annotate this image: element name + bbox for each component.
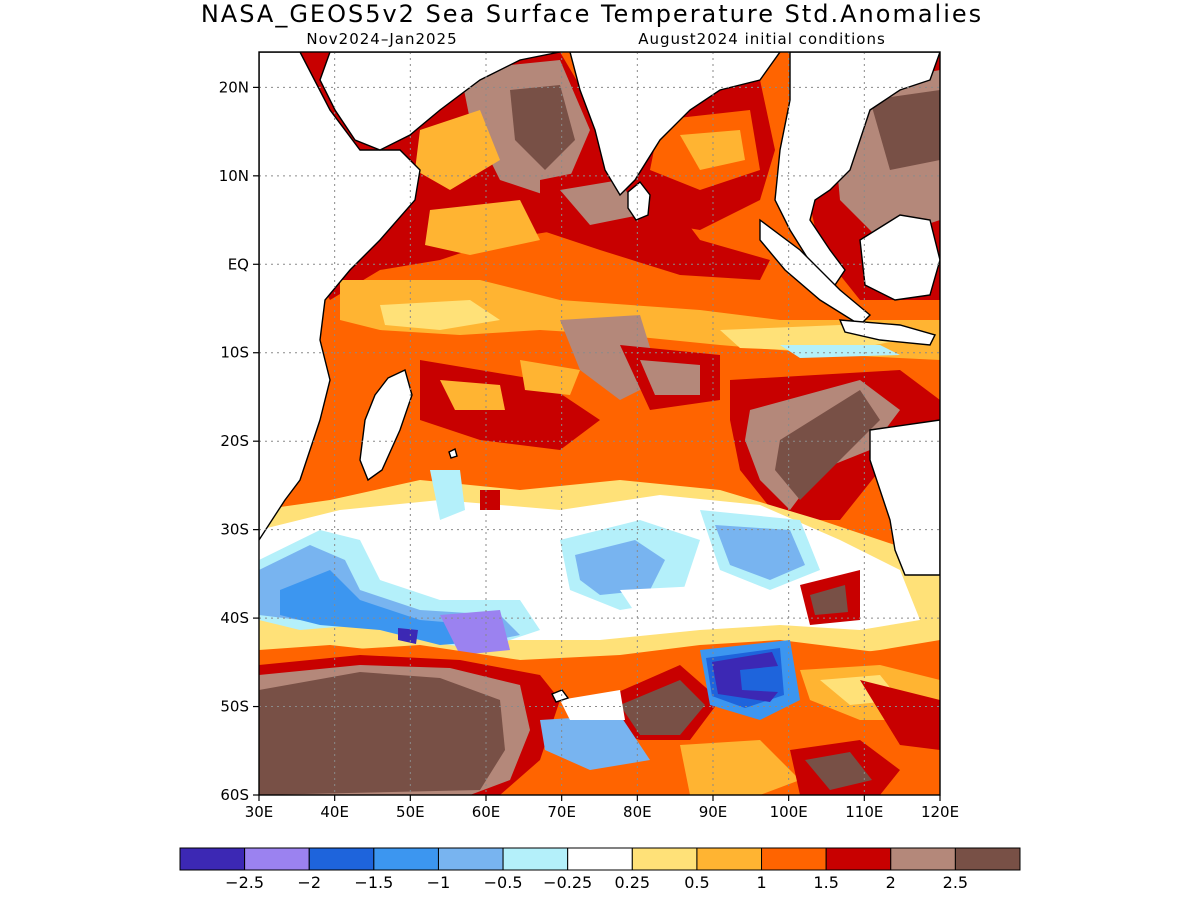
colorbar-label: 0.5 [684,873,709,892]
colorbar-swatch [502,847,569,871]
y-tick-label: 20S [220,432,249,450]
colorbar: −2.5 −2 −1.5 −1 −0.5 −0.25 0.25 0.5 1 1.5 2 2.5 [179,847,1021,892]
colorbar-label: −0.5 [484,873,523,892]
y-tick-label: 30S [220,521,249,539]
central-south-anomalies [420,360,940,520]
colorbar-swatch [696,847,763,871]
madagascar-land [359,369,413,482]
colorbar-label: −2.5 [225,873,264,892]
arabia-land [319,52,561,151]
sri-lanka-land [627,180,651,221]
colorbar-swatch [308,847,375,871]
y-tick-label: 50S [220,698,249,716]
colorbar-swatch [761,847,827,871]
init-conditions-label: August2024 initial conditions [638,30,886,48]
subtropical-belt [259,470,940,660]
colorbar-swatch [244,847,310,871]
graticule [259,52,940,795]
colorbar-swatch [437,847,504,871]
borneo-land [859,214,940,301]
kerguelen-island [551,689,570,703]
season-label: Nov2024–Jan2025 [306,30,457,48]
y-tick-label: EQ [228,255,249,273]
map-title: NASA_GEOS5v2 Sea Surface Temperature Std… [201,0,983,28]
equatorial-anomalies [340,280,940,410]
colorbar-swatch [954,847,1021,871]
colorbar-swatch [567,847,633,871]
colorbar-swatch [825,847,892,871]
colorbar-swatch [179,847,246,871]
colorbar-label: −1.5 [354,873,393,892]
x-tick-label: 50E [396,803,425,821]
longitude-axis: 30E 40E 50E 60E 70E 80E 90E 100E 110E 120E [245,795,959,821]
x-tick-label: 100E [770,803,808,821]
mascarene-islands [448,447,458,459]
colorbar-label: 1 [756,873,766,892]
australia-land [869,419,940,576]
colorbar-label: −1 [427,873,451,892]
colorbar-label: −0.25 [543,873,592,892]
y-tick-label: 40S [220,609,249,627]
colorbar-label: −2 [297,873,321,892]
y-tick-label: 10N [219,167,249,185]
latitude-axis: 20N 10N EQ 10S 20S 30S 40S 50S 60S [219,78,259,804]
x-tick-label: 30E [245,803,274,821]
africa-land [259,52,421,542]
colorbar-swatch [631,847,698,871]
java-land [838,319,937,346]
colorbar-label: 2.5 [943,873,968,892]
x-tick-label: 90E [699,803,728,821]
colorbar-swatch [890,847,956,871]
colorbar-label: 2 [886,873,896,892]
anomaly-field [259,52,940,795]
x-tick-label: 40E [320,803,349,821]
x-tick-label: 110E [845,803,883,821]
x-tick-label: 70E [547,803,576,821]
y-tick-label: 20N [219,78,249,96]
x-tick-label: 80E [623,803,652,821]
southeast-asia-land [774,52,940,287]
colorbar-swatch [373,847,439,871]
plot-frame [258,51,941,796]
x-tick-label: 60E [472,803,501,821]
y-tick-label: 10S [220,344,249,362]
colorbar-label: 0.25 [614,873,650,892]
y-tick-label: 60S [220,786,249,804]
x-tick-label: 120E [921,803,959,821]
colorbar-label: 1.5 [813,873,838,892]
